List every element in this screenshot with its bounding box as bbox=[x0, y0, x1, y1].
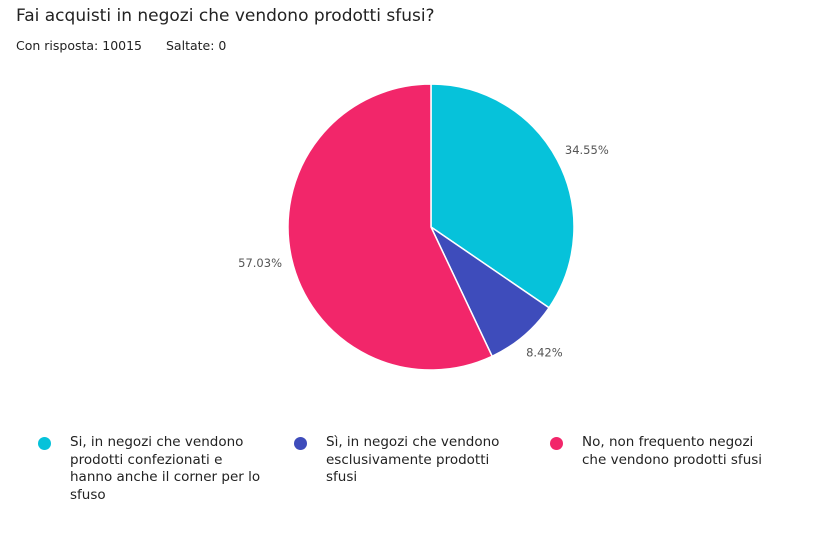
legend-marker-2 bbox=[294, 437, 307, 450]
response-stats: Con risposta: 10015 Saltate: 0 bbox=[16, 38, 226, 53]
answered-count: Con risposta: 10015 bbox=[16, 38, 143, 53]
legend-marker-1 bbox=[38, 437, 51, 450]
legend-label-3: No, non frequento negozi che vendono pro… bbox=[582, 434, 763, 468]
skipped-count: Saltate: 0 bbox=[166, 38, 227, 53]
legend-label-1: Si, in negozi che vendono prodotti confe… bbox=[70, 434, 261, 503]
pie-chart: 34.55% 8.42% 57.03% bbox=[238, 83, 609, 371]
legend: Si, in negozi che vendono prodotti confe… bbox=[0, 434, 820, 534]
slice-label-3: 57.03% bbox=[238, 256, 282, 270]
legend-marker-3 bbox=[550, 437, 563, 450]
slice-label-2: 8.42% bbox=[526, 346, 563, 360]
pie-slice-1 bbox=[430, 83, 575, 309]
pie-slice-3 bbox=[287, 83, 494, 371]
slice-label-1: 34.55% bbox=[565, 143, 609, 157]
chart-title: Fai acquisti in negozi che vendono prodo… bbox=[16, 6, 435, 26]
legend-label-2: Sì, in negozi che vendono esclusivamente… bbox=[326, 434, 500, 485]
